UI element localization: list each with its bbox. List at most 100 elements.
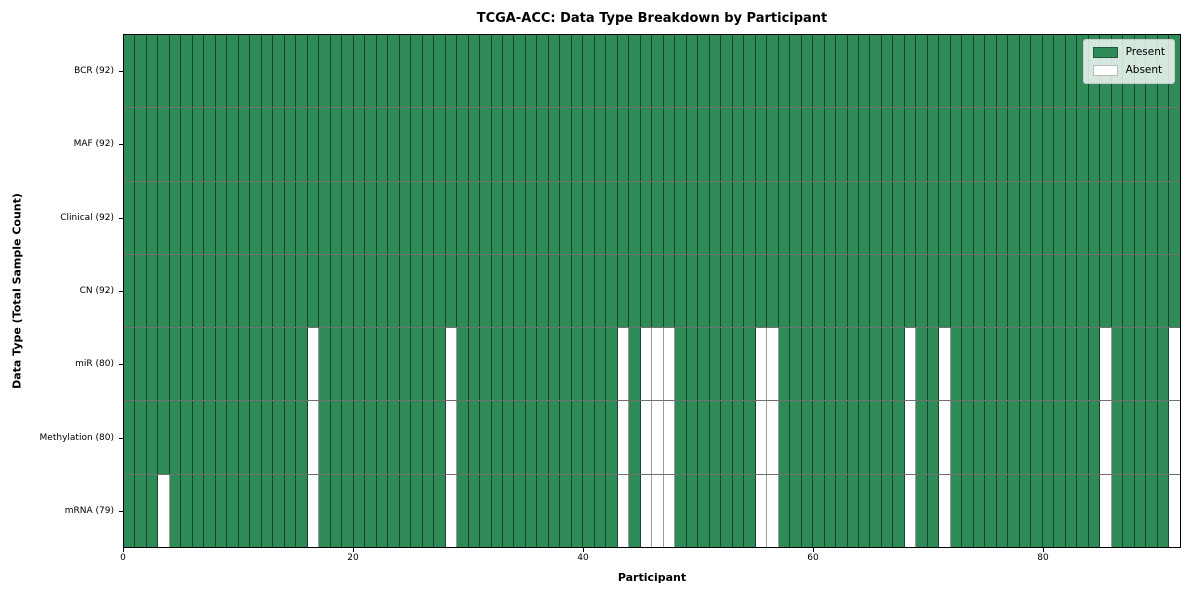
heatmap-cell bbox=[950, 181, 963, 254]
heatmap-cell bbox=[904, 35, 917, 108]
heatmap-cell bbox=[1042, 181, 1055, 254]
heatmap-cell bbox=[376, 108, 389, 181]
heatmap-cell bbox=[813, 254, 825, 328]
heatmap-cell bbox=[836, 401, 848, 474]
heatmap-cell bbox=[238, 474, 251, 547]
heatmap-cell bbox=[870, 254, 882, 328]
heatmap-cell bbox=[744, 474, 756, 547]
heatmap-cell bbox=[422, 401, 435, 474]
heatmap-cell bbox=[468, 181, 481, 254]
heatmap-cell bbox=[399, 474, 412, 547]
heatmap-cell bbox=[675, 401, 687, 474]
heatmap-cell bbox=[491, 108, 503, 181]
heatmap-cell bbox=[1169, 181, 1180, 254]
heatmap-cell bbox=[744, 108, 756, 181]
heatmap-cell bbox=[985, 35, 997, 108]
heatmap-cell bbox=[732, 35, 745, 108]
heatmap-cell bbox=[939, 254, 951, 328]
heatmap-cell bbox=[1111, 181, 1124, 254]
heatmap-cell bbox=[169, 474, 182, 547]
heatmap-cell bbox=[1088, 254, 1101, 328]
heatmap-cell bbox=[124, 35, 136, 108]
heatmap-cell bbox=[1134, 328, 1147, 401]
heatmap-cell bbox=[950, 401, 963, 474]
heatmap-cell bbox=[1134, 181, 1147, 254]
heatmap-cell bbox=[1146, 254, 1158, 328]
heatmap-cell bbox=[698, 181, 710, 254]
heatmap-cell bbox=[353, 401, 366, 474]
heatmap-cell bbox=[732, 108, 745, 181]
heatmap-cell bbox=[916, 401, 928, 474]
y-tick-mark bbox=[119, 291, 123, 292]
heatmap-cell bbox=[560, 35, 572, 108]
heatmap-cell bbox=[124, 108, 136, 181]
heatmap-cell bbox=[560, 254, 572, 328]
heatmap-cell bbox=[755, 401, 768, 474]
heatmap-cell bbox=[721, 474, 733, 547]
heatmap-cell bbox=[686, 108, 699, 181]
heatmap-cell bbox=[686, 474, 699, 547]
heatmap-cell bbox=[583, 474, 595, 547]
heatmap-cell bbox=[445, 254, 458, 328]
heatmap-cell bbox=[399, 328, 412, 401]
heatmap-cell bbox=[1146, 181, 1158, 254]
heatmap-cell bbox=[1100, 328, 1112, 401]
heatmap-cell bbox=[732, 401, 745, 474]
legend-item-present: Present bbox=[1092, 47, 1165, 58]
heatmap-cell bbox=[434, 181, 446, 254]
heatmap-cell bbox=[881, 401, 894, 474]
y-tick-label: Clinical (92) bbox=[60, 212, 114, 223]
y-tick-label: mRNA (79) bbox=[64, 506, 114, 517]
heatmap-cell bbox=[640, 401, 653, 474]
heatmap-cell bbox=[904, 108, 917, 181]
heatmap-cell bbox=[859, 328, 871, 401]
heatmap-cell bbox=[296, 474, 308, 547]
heatmap-cell bbox=[204, 474, 216, 547]
heatmap-cell bbox=[870, 108, 882, 181]
heatmap-cell bbox=[238, 108, 251, 181]
heatmap-cell bbox=[330, 254, 343, 328]
heatmap-cell bbox=[434, 401, 446, 474]
heatmap-cell bbox=[502, 254, 515, 328]
x-tick-mark bbox=[583, 548, 584, 552]
heatmap-cell bbox=[778, 328, 791, 401]
heatmap-cell bbox=[250, 181, 262, 254]
heatmap-cell bbox=[502, 328, 515, 401]
heatmap-cell bbox=[1019, 254, 1032, 328]
y-tick-label: MAF (92) bbox=[73, 139, 114, 150]
heatmap-cell bbox=[307, 35, 320, 108]
heatmap-cell bbox=[319, 474, 331, 547]
heatmap-cell bbox=[939, 328, 951, 401]
heatmap-cell bbox=[1134, 108, 1147, 181]
heatmap-cell bbox=[973, 108, 986, 181]
heatmap-cell bbox=[319, 35, 331, 108]
heatmap-cell bbox=[1077, 474, 1089, 547]
heatmap-cell bbox=[1065, 328, 1078, 401]
heatmap-cell bbox=[767, 181, 779, 254]
heatmap-cell bbox=[629, 401, 641, 474]
heatmap-cell bbox=[525, 108, 538, 181]
heatmap-cell bbox=[583, 108, 595, 181]
y-tick-label: miR (80) bbox=[75, 359, 114, 370]
heatmap-cell bbox=[204, 254, 216, 328]
heatmap-cell bbox=[583, 181, 595, 254]
heatmap-row bbox=[124, 181, 1180, 255]
heatmap-cell bbox=[388, 35, 400, 108]
heatmap-cell bbox=[1111, 474, 1124, 547]
heatmap-cell bbox=[640, 328, 653, 401]
heatmap-cell bbox=[709, 181, 722, 254]
heatmap-cell bbox=[801, 401, 814, 474]
heatmap-cell bbox=[962, 254, 974, 328]
heatmap-cell bbox=[594, 181, 607, 254]
heatmap-cell bbox=[606, 254, 618, 328]
heatmap-cell bbox=[893, 181, 905, 254]
heatmap-cell bbox=[422, 328, 435, 401]
heatmap-cell bbox=[927, 328, 940, 401]
heatmap-cell bbox=[1111, 254, 1124, 328]
heatmap-cell bbox=[491, 181, 503, 254]
heatmap-cell bbox=[927, 474, 940, 547]
heatmap-cell bbox=[215, 474, 228, 547]
heatmap-cell bbox=[617, 401, 630, 474]
heatmap-cell bbox=[686, 254, 699, 328]
heatmap-cell bbox=[135, 401, 147, 474]
